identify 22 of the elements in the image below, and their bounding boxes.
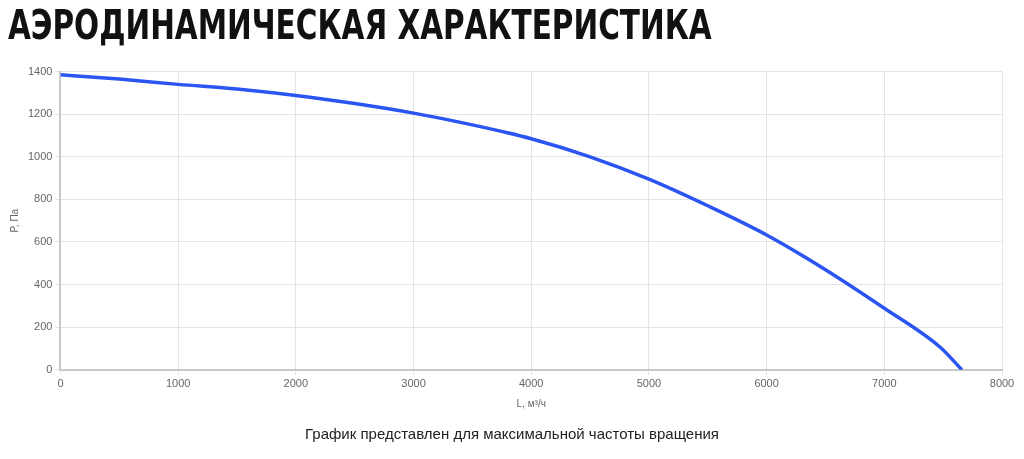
x-tick-label: 0: [57, 377, 64, 390]
x-axis-title: L, м³/ч: [516, 397, 546, 409]
chart-title: АЭРОДИНАМИЧЕСКАЯ ХАРАКТЕРИСТИКА: [8, 2, 712, 48]
x-tick-label: 5000: [636, 377, 662, 390]
x-tick-label: 3000: [401, 377, 426, 390]
x-tick-label: 7000: [872, 377, 897, 390]
y-tick-label: 600: [34, 235, 53, 248]
text: График представлен для максимальной частоты вращения: [304, 425, 720, 442]
x-tick-label: 8000: [989, 377, 1015, 390]
x-tick-label: 1000: [165, 377, 191, 390]
y-tick-label: 400: [34, 277, 53, 290]
y-axis-title: P, Па: [8, 208, 20, 233]
y-tick-label: 1000: [27, 149, 53, 162]
y-tick-label: 1400: [27, 64, 53, 77]
y-tick-label: 0: [46, 362, 53, 375]
x-tick-label: 6000: [754, 377, 779, 390]
y-tick-label: 1200: [27, 107, 53, 120]
x-tick-label: 4000: [518, 377, 544, 390]
y-tick-label: 200: [34, 320, 53, 333]
line-series: [60, 73, 964, 370]
y-tick-label: 800: [34, 192, 53, 205]
x-tick-label: 2000: [283, 377, 309, 390]
